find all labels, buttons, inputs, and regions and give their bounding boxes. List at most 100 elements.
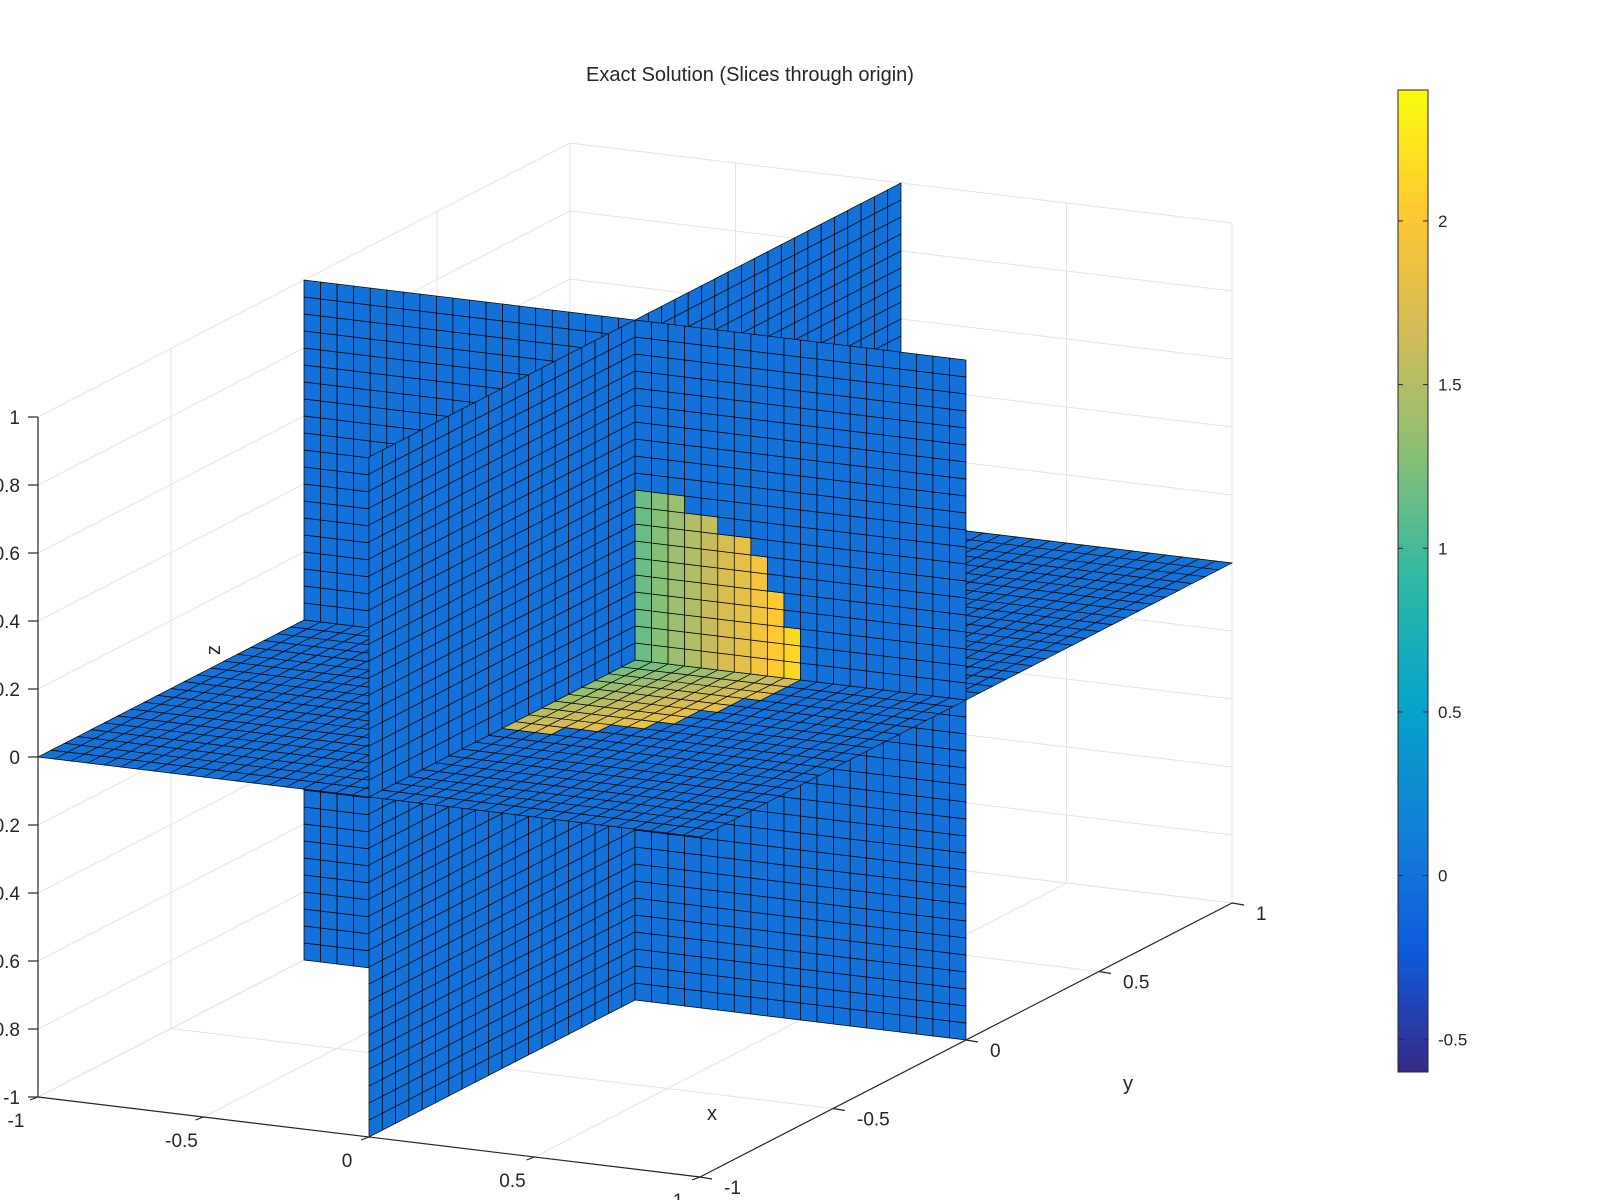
slice-cell [700, 361, 719, 382]
slice-cell [303, 840, 321, 861]
slice-cell [369, 304, 388, 325]
slice-cell [651, 865, 669, 886]
slice-cell [833, 666, 851, 687]
slice-cell [733, 518, 752, 539]
slice-cell [882, 740, 901, 761]
slice-cell [684, 920, 702, 941]
slice-cell [320, 570, 338, 591]
slice-cell [932, 355, 950, 376]
slice-cell [733, 943, 752, 964]
slice-cell [303, 364, 321, 385]
slice-cell [866, 908, 884, 929]
slice-cell [866, 942, 884, 963]
slice-cell [800, 509, 818, 530]
slice-cell [866, 636, 884, 657]
slice-cell [750, 945, 768, 966]
slice-cell [684, 852, 702, 873]
slice-cell [634, 914, 652, 935]
slice-cell [750, 928, 768, 949]
slice-cell [651, 423, 669, 444]
slice-cell [700, 650, 719, 671]
slice-cell [783, 847, 801, 868]
slice-cell [667, 391, 685, 412]
slice-cell [1201, 560, 1234, 571]
slice-cell [717, 567, 735, 588]
slice-cell [651, 831, 669, 852]
slice-cell [717, 448, 735, 469]
slice-cell [816, 562, 834, 583]
slice-cell [866, 789, 884, 810]
slice-cell [320, 349, 338, 370]
slice-cell [336, 810, 355, 831]
slice-cell [700, 497, 719, 518]
slice-cell [700, 990, 719, 1011]
slice-cell [866, 653, 884, 674]
slice-cell [369, 372, 388, 393]
slice-cell [767, 913, 785, 934]
slice-cell [767, 505, 785, 526]
slice-cell [684, 869, 702, 890]
slice-cell [353, 812, 371, 833]
slice-cell [336, 317, 355, 338]
y-tick [965, 1039, 979, 1043]
slice-cell [303, 789, 321, 810]
slice-cell [684, 461, 702, 482]
slice-cell [750, 554, 768, 575]
slice-cell [916, 574, 934, 595]
slice-cell [916, 421, 934, 442]
slice-cell [485, 352, 503, 373]
slice-cell [353, 948, 371, 969]
slice-cell [733, 977, 752, 998]
slice-cell [932, 491, 950, 512]
slice-cell [767, 471, 785, 492]
slice-cell [899, 929, 917, 950]
z-tick-label: -0.8 [0, 1020, 20, 1041]
slice-cell [800, 1002, 818, 1023]
slice-cell [833, 870, 851, 891]
slice-cell [783, 473, 801, 494]
slice-cell [634, 404, 652, 425]
slice-cell [849, 634, 868, 655]
slice-cell [369, 355, 388, 376]
slice-cell [949, 544, 967, 565]
slice-cell [767, 998, 785, 1019]
slice-cell [634, 642, 652, 663]
slice-cell [336, 929, 355, 950]
slice-cell [717, 431, 735, 452]
slice-cell [949, 510, 967, 531]
slice-cell [684, 937, 702, 958]
slice-cell [651, 882, 669, 903]
slice-cell [916, 863, 934, 884]
slice-cell [849, 651, 868, 672]
slice-cell [800, 934, 818, 955]
slice-cell [320, 417, 338, 438]
slice-cell [684, 512, 702, 533]
slice-cell [303, 330, 321, 351]
slice-cell [667, 442, 685, 463]
slice-cell [916, 642, 934, 663]
slice-cell [833, 785, 851, 806]
slice-cell [733, 926, 752, 947]
slice-cell [700, 327, 719, 348]
slice-cell [932, 814, 950, 835]
slice-cell [783, 898, 801, 919]
slice-cell [783, 983, 801, 1004]
slice-cell [916, 880, 934, 901]
slice-cell [320, 332, 338, 353]
slice-cell [469, 333, 487, 354]
slice-cell [353, 914, 371, 935]
slice-cell [833, 615, 851, 636]
slice-cell [733, 484, 752, 505]
slice-cell [932, 899, 950, 920]
slice-cell [783, 813, 801, 834]
slice-cell [717, 652, 735, 673]
slice-cell [932, 627, 950, 648]
slice-cell [882, 587, 901, 608]
slice-cell [833, 564, 851, 585]
slice-cell [336, 895, 355, 916]
slice-cell [899, 912, 917, 933]
slice-cell [303, 585, 321, 606]
slice-cell [866, 415, 884, 436]
slice-cell [667, 850, 685, 871]
slice-cell [717, 958, 735, 979]
